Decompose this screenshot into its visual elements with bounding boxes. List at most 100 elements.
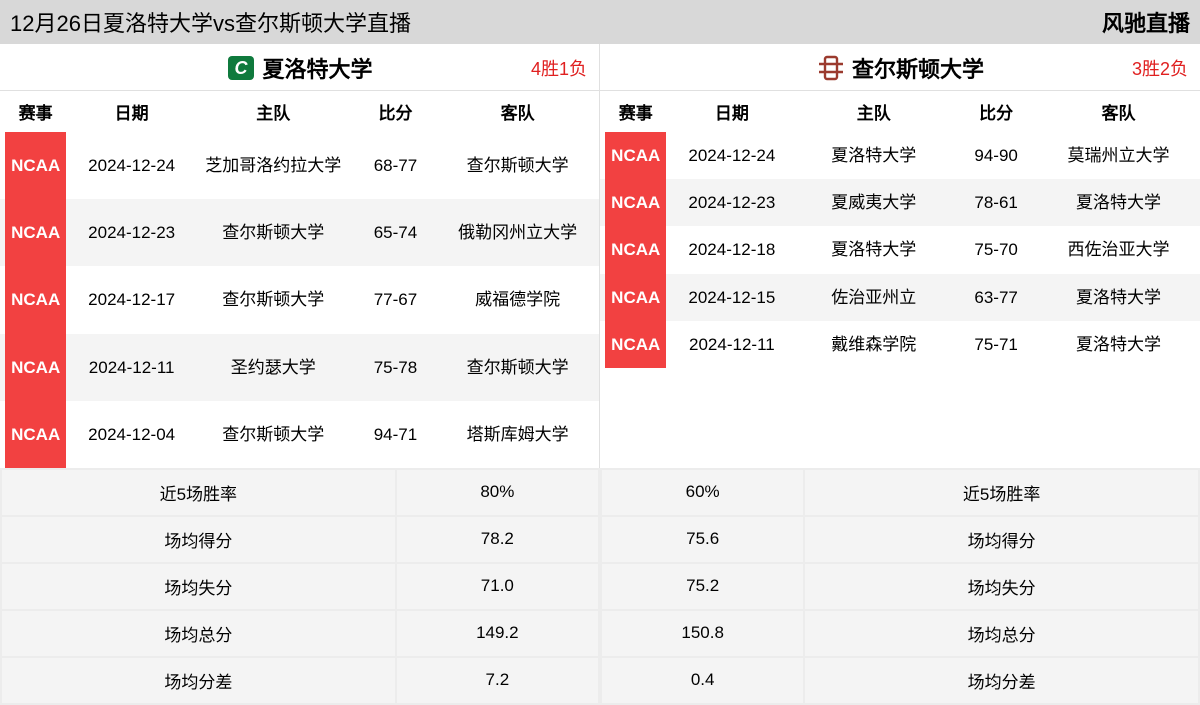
panels: C 夏洛特大学 4胜1负 赛事 日期 主队 比分 客队 NCAA2024-12-… (0, 44, 1200, 468)
home-cell: 查尔斯顿大学 (192, 266, 355, 333)
stats-row: 75.6场均得分 (601, 516, 1199, 563)
right-games-table: 赛事 日期 主队 比分 客队 NCAA2024-12-24夏洛特大学94-90莫… (600, 91, 1200, 368)
date-cell: 2024-12-24 (71, 132, 192, 199)
league-cell: NCAA (600, 321, 671, 368)
stats-row: 75.2场均失分 (601, 563, 1199, 610)
league-cell: NCAA (0, 266, 71, 333)
home-cell: 夏威夷大学 (792, 179, 955, 226)
stats-label: 场均分差 (804, 657, 1199, 704)
stats-label: 场均得分 (804, 516, 1199, 563)
league-cell: NCAA (600, 274, 671, 321)
stats-value: 150.8 (601, 610, 804, 657)
score-cell: 78-61 (955, 179, 1037, 226)
stats-value: 75.2 (601, 563, 804, 610)
stats-label: 场均分差 (1, 657, 396, 704)
stats-row: 场均总分149.2 (1, 610, 599, 657)
page-title: 12月26日夏洛特大学vs查尔斯顿大学直播 (10, 6, 411, 38)
league-tag: NCAA (605, 226, 666, 273)
date-cell: 2024-12-11 (71, 334, 192, 401)
left-team-logo-icon: C (226, 55, 256, 81)
stats-label: 近5场胜率 (804, 469, 1199, 516)
league-cell: NCAA (0, 132, 71, 199)
home-cell: 查尔斯顿大学 (192, 401, 355, 468)
league-tag: NCAA (5, 132, 66, 199)
stats-value: 7.2 (396, 657, 599, 704)
league-cell: NCAA (0, 334, 71, 401)
stats-label: 场均失分 (1, 563, 396, 610)
date-cell: 2024-12-04 (71, 401, 192, 468)
away-cell: 塔斯库姆大学 (436, 401, 599, 468)
home-cell: 芝加哥洛约拉大学 (192, 132, 355, 199)
stats-label: 场均总分 (1, 610, 396, 657)
league-cell: NCAA (0, 401, 71, 468)
stats-label: 场均总分 (804, 610, 1199, 657)
league-tag: NCAA (605, 179, 666, 226)
stats-label: 近5场胜率 (1, 469, 396, 516)
home-cell: 佐治亚州立 (792, 274, 955, 321)
table-row[interactable]: NCAA2024-12-23夏威夷大学78-61夏洛特大学 (600, 179, 1200, 226)
right-team-record: 3胜2负 (1132, 55, 1188, 81)
stats-area: 近5场胜率80%场均得分78.2场均失分71.0场均总分149.2场均分差7.2… (0, 468, 1200, 705)
date-cell: 2024-12-24 (671, 132, 792, 179)
away-cell: 俄勒冈州立大学 (436, 199, 599, 266)
league-cell: NCAA (600, 226, 671, 273)
league-tag: NCAA (605, 321, 666, 368)
score-cell: 94-71 (355, 401, 437, 468)
right-team-name: 查尔斯顿大学 (852, 52, 984, 84)
date-cell: 2024-12-23 (671, 179, 792, 226)
home-cell: 查尔斯顿大学 (192, 199, 355, 266)
stats-value: 78.2 (396, 516, 599, 563)
right-stats: 60%近5场胜率75.6场均得分75.2场均失分150.8场均总分0.4场均分差 (600, 468, 1200, 705)
league-cell: NCAA (0, 199, 71, 266)
table-row[interactable]: NCAA2024-12-24芝加哥洛约拉大学68-77查尔斯顿大学 (0, 132, 599, 199)
date-cell: 2024-12-23 (71, 199, 192, 266)
score-cell: 75-70 (955, 226, 1037, 273)
right-team-header: 查尔斯顿大学 3胜2负 (600, 44, 1200, 91)
date-cell: 2024-12-17 (71, 266, 192, 333)
date-cell: 2024-12-18 (671, 226, 792, 273)
table-row[interactable]: NCAA2024-12-11戴维森学院75-71夏洛特大学 (600, 321, 1200, 368)
left-team-record: 4胜1负 (531, 55, 587, 81)
table-row[interactable]: NCAA2024-12-17查尔斯顿大学77-67威福德学院 (0, 266, 599, 333)
col-league: 赛事 (600, 91, 671, 132)
table-row[interactable]: NCAA2024-12-15佐治亚州立63-77夏洛特大学 (600, 274, 1200, 321)
league-tag: NCAA (5, 334, 66, 401)
table-row[interactable]: NCAA2024-12-18夏洛特大学75-70西佐治亚大学 (600, 226, 1200, 273)
stats-value: 80% (396, 469, 599, 516)
league-cell: NCAA (600, 179, 671, 226)
away-cell: 西佐治亚大学 (1037, 226, 1200, 273)
away-cell: 查尔斯顿大学 (436, 132, 599, 199)
col-home: 主队 (792, 91, 955, 132)
stats-row: 场均失分71.0 (1, 563, 599, 610)
stats-label: 场均得分 (1, 516, 396, 563)
stats-row: 场均得分78.2 (1, 516, 599, 563)
score-cell: 75-71 (955, 321, 1037, 368)
stats-value: 71.0 (396, 563, 599, 610)
league-tag: NCAA (605, 132, 666, 179)
league-tag: NCAA (5, 199, 66, 266)
col-league: 赛事 (0, 91, 71, 132)
score-cell: 75-78 (355, 334, 437, 401)
col-date: 日期 (671, 91, 792, 132)
svg-text:C: C (235, 58, 249, 78)
score-cell: 94-90 (955, 132, 1037, 179)
stats-value: 60% (601, 469, 804, 516)
table-row[interactable]: NCAA2024-12-04查尔斯顿大学94-71塔斯库姆大学 (0, 401, 599, 468)
brand-name: 风驰直播 (1102, 6, 1190, 38)
date-cell: 2024-12-11 (671, 321, 792, 368)
table-row[interactable]: NCAA2024-12-11圣约瑟大学75-78查尔斯顿大学 (0, 334, 599, 401)
table-row[interactable]: NCAA2024-12-23查尔斯顿大学65-74俄勒冈州立大学 (0, 199, 599, 266)
score-cell: 65-74 (355, 199, 437, 266)
date-cell: 2024-12-15 (671, 274, 792, 321)
stats-row: 近5场胜率80% (1, 469, 599, 516)
stats-value: 0.4 (601, 657, 804, 704)
left-stats-table: 近5场胜率80%场均得分78.2场均失分71.0场均总分149.2场均分差7.2 (0, 468, 600, 705)
col-away: 客队 (1037, 91, 1200, 132)
stats-value: 149.2 (396, 610, 599, 657)
table-row[interactable]: NCAA2024-12-24夏洛特大学94-90莫瑞州立大学 (600, 132, 1200, 179)
away-cell: 夏洛特大学 (1037, 179, 1200, 226)
stats-label: 场均失分 (804, 563, 1199, 610)
left-panel: C 夏洛特大学 4胜1负 赛事 日期 主队 比分 客队 NCAA2024-12-… (0, 44, 600, 468)
home-cell: 圣约瑟大学 (192, 334, 355, 401)
score-cell: 68-77 (355, 132, 437, 199)
